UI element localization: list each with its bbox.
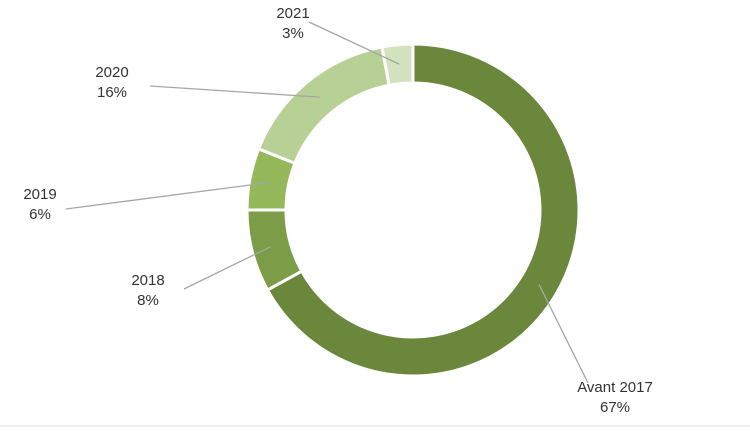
leader-line-2021 xyxy=(308,21,400,65)
data-label-2021: 2021 3% xyxy=(276,5,309,42)
category-label: 2020 xyxy=(95,64,128,81)
data-label-2019: 2019 6% xyxy=(23,186,56,223)
leader-line-2020 xyxy=(149,85,320,98)
slice-2020 xyxy=(256,45,391,166)
leader-line-avant-2017 xyxy=(538,284,589,384)
slice-avant-2017 xyxy=(265,42,581,378)
leader-line-2019 xyxy=(65,181,270,210)
value-label: 67% xyxy=(600,399,630,416)
data-label-avant-2017: Avant 2017 67% xyxy=(577,379,653,416)
data-label-2020: 2020 16% xyxy=(95,64,128,101)
data-label-2018: 2018 8% xyxy=(131,272,164,309)
value-label: 16% xyxy=(97,84,127,101)
category-label: 2018 xyxy=(131,272,164,289)
value-label: 6% xyxy=(29,206,51,223)
value-label: 8% xyxy=(137,292,159,309)
data-labels: Avant 2017 67% 2018 8% 2019 6% 2020 16% 2021 3% xyxy=(23,5,653,416)
donut-slices xyxy=(245,42,581,378)
leader-line-2018 xyxy=(183,245,272,290)
leader-lines xyxy=(65,21,589,384)
value-label: 3% xyxy=(282,25,304,42)
category-label: 2021 xyxy=(276,5,309,22)
category-label: Avant 2017 xyxy=(577,379,653,396)
category-label: 2019 xyxy=(23,186,56,203)
slice-2021 xyxy=(380,42,415,88)
